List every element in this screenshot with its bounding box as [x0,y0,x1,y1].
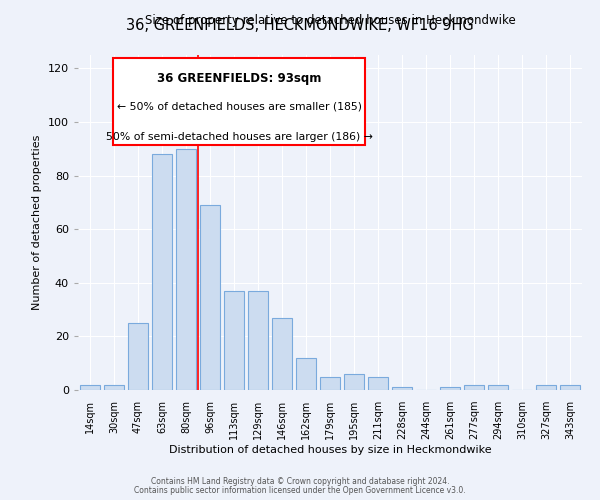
Bar [272,318,292,390]
FancyBboxPatch shape [113,58,365,146]
Bar [392,388,412,390]
Bar [464,384,484,390]
Bar [200,205,220,390]
Text: ← 50% of detached houses are smaller (185): ← 50% of detached houses are smaller (18… [117,102,362,112]
Bar [320,376,340,390]
Text: Contains public sector information licensed under the Open Government Licence v3: Contains public sector information licen… [134,486,466,495]
Text: 50% of semi-detached houses are larger (186) →: 50% of semi-detached houses are larger (… [106,132,373,142]
Bar [128,323,148,390]
Bar [152,154,172,390]
Bar [560,384,580,390]
Bar [344,374,364,390]
Bar [296,358,316,390]
Bar [80,384,100,390]
Bar [104,384,124,390]
Y-axis label: Number of detached properties: Number of detached properties [32,135,42,310]
Bar [536,384,556,390]
Bar [440,388,460,390]
Bar [176,149,196,390]
Title: Size of property relative to detached houses in Heckmondwike: Size of property relative to detached ho… [145,14,515,28]
Bar [248,291,268,390]
X-axis label: Distribution of detached houses by size in Heckmondwike: Distribution of detached houses by size … [169,445,491,455]
Bar [368,376,388,390]
Bar [488,384,508,390]
Text: Contains HM Land Registry data © Crown copyright and database right 2024.: Contains HM Land Registry data © Crown c… [151,477,449,486]
Text: 36, GREENFIELDS, HECKMONDWIKE, WF16 9HG: 36, GREENFIELDS, HECKMONDWIKE, WF16 9HG [126,18,474,32]
Bar [224,291,244,390]
Text: 36 GREENFIELDS: 93sqm: 36 GREENFIELDS: 93sqm [157,72,322,85]
